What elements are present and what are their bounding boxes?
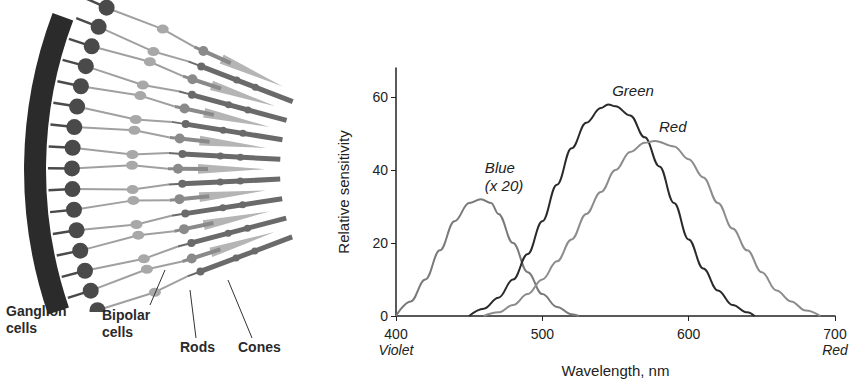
svg-text:Cones: Cones: [238, 339, 281, 355]
svg-text:(x 20): (x 20): [485, 177, 523, 194]
svg-text:Green: Green: [612, 82, 654, 99]
svg-text:Relative sensitivity: Relative sensitivity: [335, 130, 352, 254]
svg-text:Red: Red: [659, 118, 687, 135]
svg-text:Wavelength, nm: Wavelength, nm: [562, 362, 670, 379]
svg-text:400: 400: [384, 326, 408, 342]
svg-text:0: 0: [380, 308, 388, 324]
svg-text:Rods: Rods: [180, 339, 215, 355]
svg-text:40: 40: [372, 162, 388, 178]
svg-text:Blue: Blue: [485, 159, 515, 176]
svg-text:Ganglioncells: Ganglioncells: [6, 303, 67, 336]
svg-text:60: 60: [372, 89, 388, 105]
svg-text:Bipolarcells: Bipolarcells: [102, 307, 151, 340]
svg-text:500: 500: [531, 326, 555, 342]
svg-text:600: 600: [677, 326, 701, 342]
svg-text:Violet: Violet: [379, 342, 415, 358]
svg-text:700: 700: [823, 326, 847, 342]
svg-text:Red: Red: [822, 342, 849, 358]
svg-text:20: 20: [372, 235, 388, 251]
